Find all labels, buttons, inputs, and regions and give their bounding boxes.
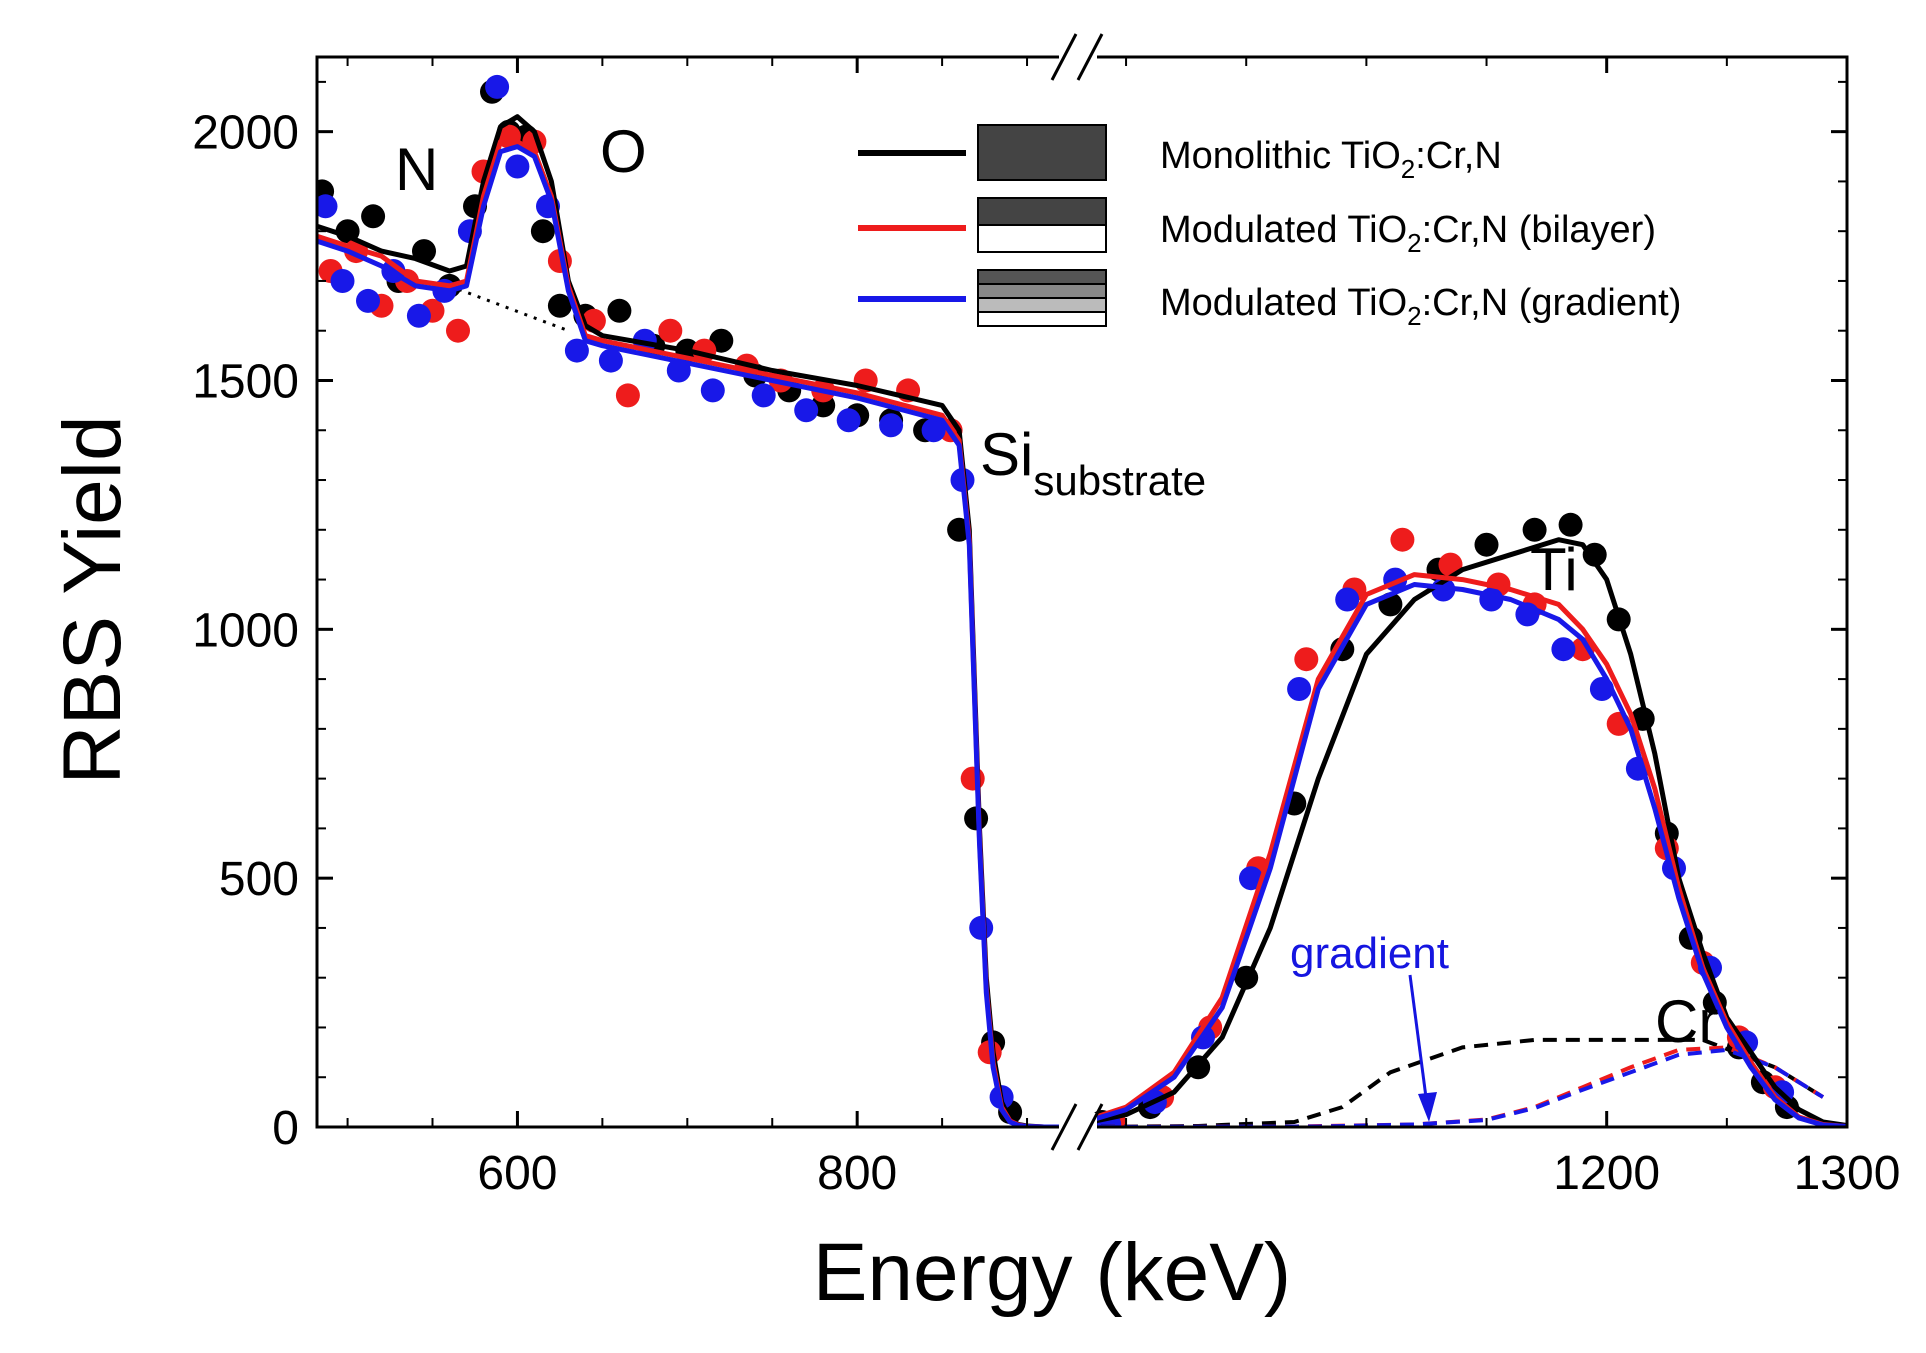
scatter-point: [564, 338, 589, 363]
x-axis-title: Energy (keV): [813, 1227, 1292, 1318]
label-si-main: Si: [980, 421, 1033, 488]
x-tick-label: 1300: [1794, 1147, 1901, 1200]
svg-text:Modulated TiO2:Cr,N (bilayer): Modulated TiO2:Cr,N (bilayer): [1160, 209, 1656, 258]
svg-text:Monolithic TiO2:Cr,N: Monolithic TiO2:Cr,N: [1160, 135, 1502, 184]
scatter-point: [960, 766, 985, 791]
label-si: Sisubstrate: [980, 421, 1206, 504]
scatter-point: [607, 298, 632, 323]
legend-item-monolithic: Monolithic TiO2:Cr,N: [858, 124, 1502, 184]
scatter-point: [1570, 637, 1595, 662]
scatter-point: [505, 154, 530, 179]
label-n: N: [395, 136, 438, 203]
y-tick-label: 1500: [192, 355, 299, 408]
legend-sub-monolithic: 2: [1401, 154, 1415, 184]
y-axis-title: RBS Yield: [47, 415, 138, 784]
label-cr: Cr: [1655, 988, 1718, 1055]
label-gradient: gradient: [1290, 929, 1449, 978]
legend-label-gradient: Modulated TiO: [1160, 282, 1407, 324]
x-tick-label: 800: [817, 1147, 897, 1200]
legend-item-bilayer: Modulated TiO2:Cr,N (bilayer): [858, 197, 1656, 258]
cr-component-line-0: [1077, 1037, 1825, 1127]
fit-line-2: [317, 144, 1847, 1127]
gradient-arrow: [1408, 974, 1437, 1122]
legend-suffix-gradient: :Cr,N (gradient): [1422, 282, 1682, 324]
series-layer: [317, 74, 1847, 1127]
scatter-point: [356, 288, 380, 313]
scatter-point: [879, 413, 904, 438]
scatter-point: [658, 318, 683, 343]
scatter-point: [921, 418, 946, 443]
scatter-point: [361, 204, 386, 229]
scatter-point: [1582, 542, 1607, 567]
scatter-point: [1551, 637, 1576, 662]
scatter-point: [1335, 587, 1360, 612]
scatter-point: [598, 348, 623, 373]
legend: Monolithic TiO2:Cr,N Modulated TiO2:Cr,N…: [858, 124, 1681, 331]
legend-label-monolithic: Monolithic TiO: [1160, 135, 1401, 177]
legend-suffix-bilayer: :Cr,N (bilayer): [1422, 209, 1656, 251]
scatter-point: [446, 318, 470, 343]
legend-label-bilayer: Modulated TiO: [1160, 209, 1407, 251]
scatter-point: [1294, 647, 1319, 672]
scatter-point: [1390, 527, 1415, 552]
scatter-point: [964, 806, 989, 831]
scatter-point: [615, 383, 640, 408]
x-tick-label: 600: [477, 1147, 557, 1200]
scatter-point: [1239, 866, 1263, 891]
scatter-point: [547, 293, 572, 318]
scatter-point: [836, 408, 861, 433]
ticks-layer: 0 500 1000 1500 2000 600 800 1200 1300: [192, 57, 1900, 1200]
scatter-point: [700, 378, 725, 403]
y-tick-label: 1000: [192, 604, 299, 657]
y-tick-label: 500: [219, 853, 299, 906]
legend-sub-bilayer: 2: [1407, 228, 1421, 258]
y-tick-label: 0: [272, 1102, 299, 1155]
axis-break-top: [1050, 33, 1104, 81]
scatter-point: [1558, 512, 1583, 537]
legend-item-gradient: Modulated TiO2:Cr,N (gradient): [858, 269, 1681, 331]
scatter-point: [317, 194, 338, 219]
svg-text:Modulated TiO2:Cr,N (gradient): Modulated TiO2:Cr,N (gradient): [1160, 282, 1681, 331]
scatter-point: [485, 74, 510, 99]
x-tick-label: 1200: [1553, 1147, 1660, 1200]
background-line: [448, 284, 569, 333]
legend-suffix-monolithic: :Cr,N: [1415, 135, 1502, 177]
legend-sub-gradient: 2: [1407, 301, 1421, 331]
label-ti: Ti: [1530, 536, 1578, 603]
scatter-point: [751, 383, 776, 408]
scatter-point: [406, 303, 431, 328]
label-o: O: [600, 118, 647, 185]
label-si-sub: substrate: [1033, 457, 1206, 504]
scatter-point: [1522, 517, 1547, 542]
scatter-point: [330, 269, 355, 293]
axis-break-bottom: [1050, 1103, 1104, 1151]
scatter-point: [530, 219, 555, 244]
scatter-point: [794, 398, 819, 423]
scatter-point: [1287, 677, 1312, 701]
y-tick-label: 2000: [192, 107, 299, 160]
scatter-point: [1474, 532, 1499, 557]
